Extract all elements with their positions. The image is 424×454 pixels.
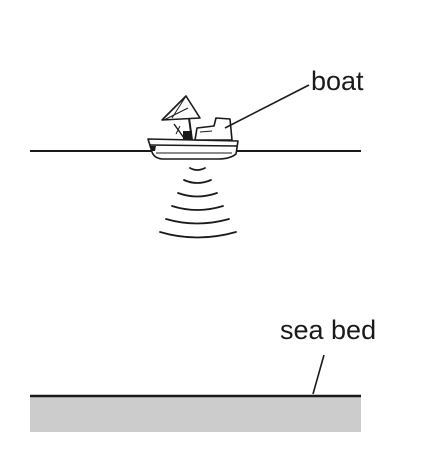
sea-bed-leader-line	[312, 354, 325, 395]
sound-wave-3	[177, 192, 218, 198]
sound-wave-2	[183, 179, 212, 184]
sound-waves	[159, 167, 237, 239]
sound-wave-6	[159, 231, 237, 239]
boat-label: boat	[311, 66, 364, 96]
sea-bed-label: sea bed	[280, 315, 376, 345]
sound-wave-4	[171, 205, 224, 211]
sea-bed	[30, 396, 361, 432]
boat-icon	[147, 95, 239, 160]
sound-wave-1	[189, 167, 206, 171]
sound-wave-5	[165, 218, 230, 225]
boat-leader-line	[224, 84, 310, 129]
